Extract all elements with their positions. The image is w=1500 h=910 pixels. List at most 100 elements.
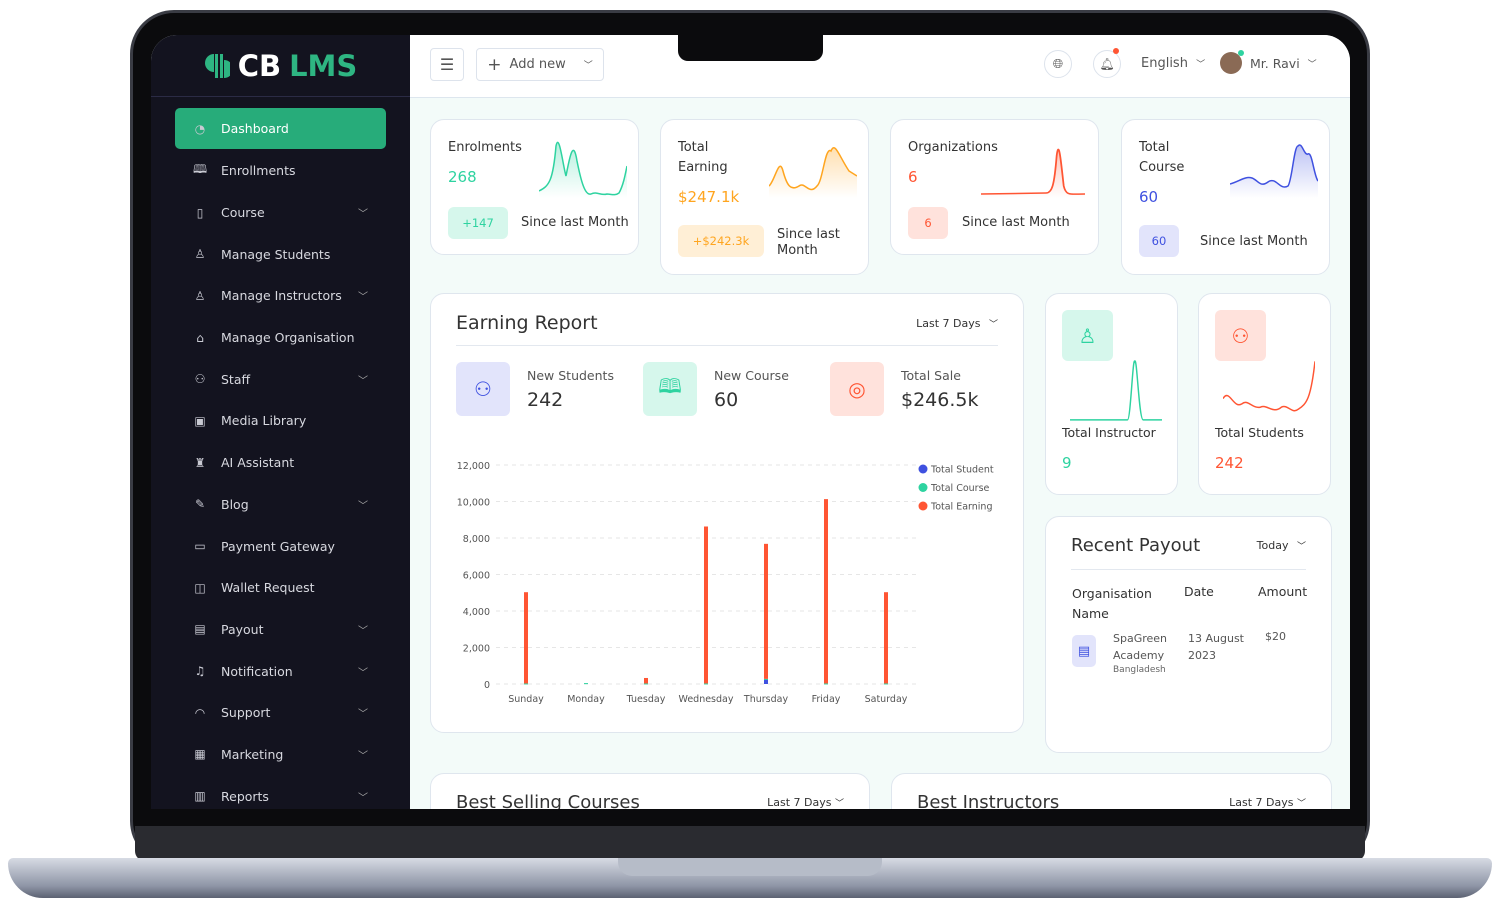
chevron-down-icon: ﹀	[358, 625, 368, 637]
y-tick-label: 4,000	[463, 607, 490, 618]
sidebar-item-marketing[interactable]: ▦ Marketing ﹀	[175, 734, 386, 776]
users-icon: ⚇	[456, 362, 510, 416]
sidebar-item-manage-organisation[interactable]: ⌂ Manage Organisation	[175, 317, 386, 359]
col-amount: Amount	[1258, 584, 1308, 599]
sidebar-nav: ◔ Dashboard 🕮 Enrollments ▯ Course ﹀ ♙ M…	[151, 97, 410, 809]
summary-label: Total Sale	[901, 368, 961, 383]
x-tick-label: Saturday	[865, 694, 908, 705]
sidebar-item-manage-students[interactable]: ♙ Manage Students	[175, 233, 386, 275]
sidebar-item-ai-assistant[interactable]: ♜ AI Assistant	[175, 442, 386, 484]
user-icon: ♙	[1062, 310, 1113, 361]
sidebar-item-label: Course	[221, 205, 265, 221]
sparkline	[1070, 360, 1162, 421]
sidebar-item-label: Payment Gateway	[221, 538, 335, 554]
courses-period-select[interactable]: Last 7 Days ﹀	[767, 796, 844, 809]
chevron-down-icon: ﹀	[583, 61, 593, 71]
stat-title: Total Earning	[678, 140, 728, 175]
sidebar-item-label: AI Assistant	[221, 455, 295, 471]
sidebar-item-payment-gateway[interactable]: ▭ Payment Gateway	[175, 525, 386, 567]
legend-label: Total Student	[930, 465, 994, 476]
divider	[1071, 569, 1306, 570]
sidebar-item-blog[interactable]: ✎ Blog ﹀	[175, 484, 386, 526]
period-label: Last 7 Days	[916, 317, 981, 330]
payout-period-label: Today	[1256, 539, 1289, 552]
logo[interactable]: CB LMS	[151, 35, 410, 97]
mini-value: 242	[1215, 454, 1244, 472]
col-date: Date	[1184, 584, 1214, 599]
payout-period-select[interactable]: Today ﹀	[1257, 539, 1306, 552]
legend-label: Total Earning	[930, 502, 992, 513]
user-name: Mr. Ravi	[1250, 55, 1300, 71]
payout-title: Recent Payout	[1071, 535, 1201, 556]
summary-label: New Students	[527, 368, 614, 383]
sidebar-item-label: Manage Organisation	[221, 330, 355, 346]
earning-chart: 0 2,000 4,000 6,000 8,000 10,000 12,000 Sunday M…	[457, 461, 994, 705]
sidebar-item-label: Payout	[221, 621, 264, 637]
mini-title: Total Students	[1215, 425, 1304, 440]
chevron-down-icon: ﹀	[834, 799, 844, 809]
sidebar-item-media-library[interactable]: ▣ Media Library	[175, 400, 386, 442]
sidebar-item-support[interactable]: ◠ Support ﹀	[175, 692, 386, 734]
best-courses-title: Best Selling Courses	[456, 792, 640, 809]
user-menu[interactable]: Mr. Ravi ﹀	[1220, 50, 1317, 74]
bar-total-course	[884, 683, 888, 685]
chevron-down-icon: ﹀	[358, 209, 368, 221]
sidebar-item-wallet-request[interactable]: ◫ Wallet Request	[175, 567, 386, 609]
sparkline	[769, 147, 857, 198]
brand-prefix: CB	[237, 48, 282, 83]
add-new-button[interactable]: + Add new ﹀	[476, 48, 604, 81]
book-open-icon: 🕮	[643, 362, 697, 416]
instructors-period-select[interactable]: Last 7 Days ﹀	[1229, 796, 1306, 809]
legend-label: Total Course	[930, 483, 990, 494]
stat-card-enrolments[interactable]: Enrolments 268 +147 Since last Month	[430, 119, 639, 255]
bar-total-course	[644, 683, 648, 685]
sidebar-item-label: Support	[221, 705, 271, 721]
sidebar-item-enrollments[interactable]: 🕮 Enrollments	[175, 150, 386, 192]
sidebar-item-notification[interactable]: ♫ Notification ﹀	[175, 650, 386, 692]
book-icon: ▯	[196, 205, 204, 220]
mini-card-total-instructor[interactable]: ♙ Total Instructor 9	[1045, 293, 1178, 495]
summary-label: New Course	[714, 368, 789, 383]
mini-card-total-students[interactable]: ⚇ Total Students 242	[1198, 293, 1331, 495]
bar-total-earning	[764, 543, 768, 679]
sidebar-item-manage-instructors[interactable]: ♙ Manage Instructors ﹀	[175, 275, 386, 317]
language-label: English	[1141, 56, 1188, 71]
sidebar-item-dashboard[interactable]: ◔ Dashboard	[175, 108, 386, 149]
chevron-down-icon: ﹀	[1296, 542, 1306, 552]
y-tick-label: 6,000	[463, 571, 490, 582]
payout-date: 13 August 2023	[1188, 632, 1244, 662]
main: ☰ + Add new ﹀ 🌐︎ 🔔︎ English ﹀ Mr. Ravi ﹀ En…	[410, 35, 1350, 809]
menu-toggle-button[interactable]: ☰	[430, 48, 464, 81]
language-select[interactable]: English ﹀	[1141, 56, 1205, 71]
notification-button[interactable]: 🔔︎	[1093, 48, 1121, 78]
bar-total-earning	[824, 499, 828, 684]
stat-title: Organizations	[908, 140, 998, 155]
chevron-down-icon: ﹀	[358, 375, 368, 387]
stat-card-total-course[interactable]: Total Course 60 60 Since last Month	[1121, 119, 1330, 275]
x-tick-label: Sunday	[508, 694, 544, 705]
stat-value: $247.1k	[678, 188, 740, 206]
store-icon: ▤	[1072, 635, 1096, 667]
stat-card-organizations[interactable]: Organizations 6 6 Since last Month	[890, 119, 1099, 255]
period-select[interactable]: Last 7 Days ﹀	[916, 317, 998, 330]
sidebar-item-staff[interactable]: ⚇ Staff ﹀	[175, 358, 386, 400]
coins-icon: ◎	[830, 362, 884, 416]
chevron-down-icon: ﹀	[358, 500, 368, 512]
chevron-down-icon: ﹀	[358, 792, 368, 804]
sidebar-item-course[interactable]: ▯ Course ﹀	[175, 192, 386, 234]
globe-button[interactable]: 🌐︎	[1044, 50, 1072, 78]
earning-report-card: Earning Report Last 7 Days ﹀ ⚇ New Stude…	[430, 293, 1024, 733]
sidebar-item-payout[interactable]: ▤ Payout ﹀	[175, 609, 386, 651]
bar-total-course	[764, 678, 768, 680]
book-open-icon: 🕮	[193, 162, 208, 177]
users-icon: ⚇	[1215, 310, 1266, 361]
hamburger-icon: ☰	[439, 55, 455, 74]
legend-marker	[918, 501, 928, 511]
sidebar-item-reports[interactable]: ▥ Reports ﹀	[175, 775, 386, 809]
chevron-down-icon: ﹀	[358, 709, 368, 721]
recent-payout-card: Recent Payout Today ﹀ Organisation Name …	[1045, 516, 1332, 753]
stat-card-total-earning[interactable]: Total Earning $247.1k +$242.3k Since las…	[660, 119, 869, 275]
period-label: Last 7 Days	[1229, 796, 1294, 809]
bar-total-earning	[644, 677, 648, 684]
x-tick-label: Friday	[812, 694, 841, 705]
